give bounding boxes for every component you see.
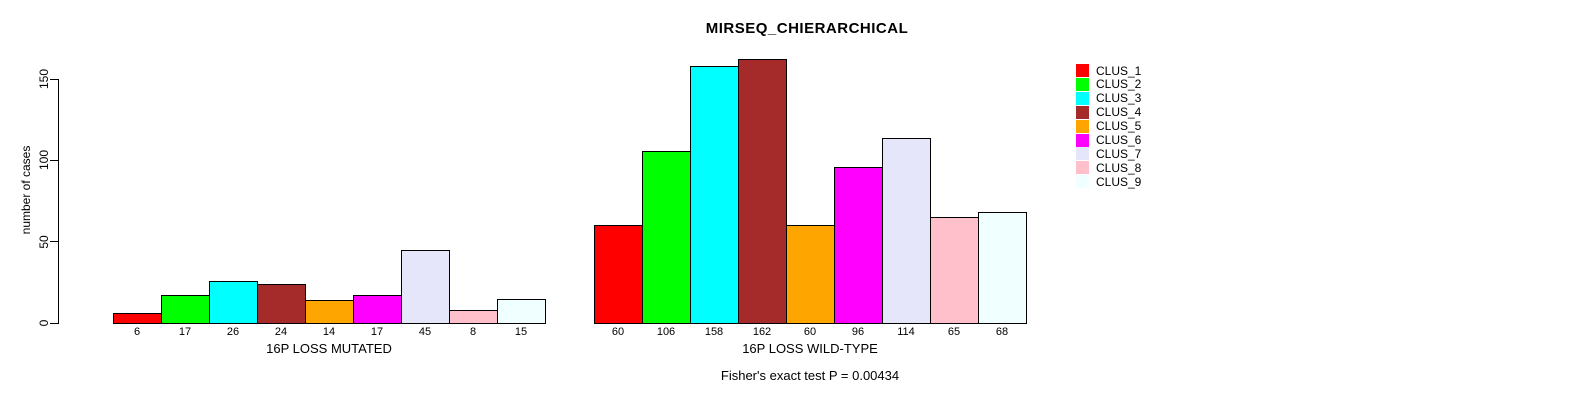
bar-value-label: 114 bbox=[897, 326, 915, 338]
legend-swatch-clus_8 bbox=[1076, 161, 1089, 175]
y-axis-line bbox=[58, 78, 59, 324]
legend-swatch-clus_6 bbox=[1076, 133, 1089, 147]
y-tick-mark bbox=[50, 159, 58, 161]
bar-value-label: 45 bbox=[418, 326, 432, 338]
bar-value-label: 60 bbox=[611, 326, 625, 338]
bar-value-label: 65 bbox=[947, 326, 961, 338]
bar-value-label: 26 bbox=[226, 326, 240, 338]
group-label-mutated: 16P LOSS MUTATED bbox=[266, 341, 392, 356]
bar-clus_6 bbox=[834, 167, 883, 324]
y-axis-label: number of cases bbox=[19, 145, 33, 235]
bar-value-label: 106 bbox=[656, 326, 676, 338]
bar-value-label: 8 bbox=[469, 326, 477, 338]
y-tick-mark bbox=[50, 78, 58, 80]
legend-label-clus_4: CLUS_4 bbox=[1096, 105, 1142, 120]
y-tick-mark bbox=[50, 241, 58, 243]
legend-label-clus_5: CLUS_5 bbox=[1096, 119, 1142, 134]
legend-swatch-clus_4 bbox=[1076, 105, 1089, 119]
legend-label-clus_3: CLUS_3 bbox=[1096, 91, 1142, 106]
bar-clus_1 bbox=[113, 313, 162, 324]
bar-clus_3 bbox=[209, 281, 258, 324]
bar-value-label: 162 bbox=[752, 326, 772, 338]
legend-swatch-clus_2 bbox=[1076, 77, 1089, 91]
legend-swatch-clus_1 bbox=[1076, 64, 1089, 77]
y-tick-label: 150 bbox=[37, 68, 51, 90]
bar-clus_8 bbox=[930, 217, 979, 324]
bar-clus_5 bbox=[786, 225, 835, 324]
legend-label-clus_7: CLUS_7 bbox=[1096, 146, 1142, 161]
chart-title: MIRSEQ_CHIERARCHICAL bbox=[705, 20, 909, 37]
bar-value-label: 6 bbox=[133, 326, 141, 338]
legend-label-clus_9: CLUS_9 bbox=[1096, 174, 1142, 189]
legend-swatch-clus_3 bbox=[1076, 91, 1089, 105]
bar-value-label: 60 bbox=[803, 326, 817, 338]
legend-label-clus_2: CLUS_2 bbox=[1096, 77, 1142, 92]
bar-value-label: 24 bbox=[274, 326, 288, 338]
y-tick-mark bbox=[50, 322, 58, 324]
y-tick-label: 50 bbox=[37, 234, 51, 249]
legend-swatch-clus_7 bbox=[1076, 147, 1089, 161]
bar-value-label: 15 bbox=[514, 326, 528, 338]
bar-value-label: 14 bbox=[322, 326, 336, 338]
bar-clus_1 bbox=[594, 225, 643, 324]
legend-label-clus_6: CLUS_6 bbox=[1096, 133, 1142, 147]
bar-clus_4 bbox=[257, 284, 306, 324]
bar-clus_7 bbox=[882, 138, 931, 324]
bar-clus_7 bbox=[401, 250, 450, 324]
bar-value-label: 17 bbox=[370, 326, 384, 338]
y-tick-label: 100 bbox=[37, 150, 51, 171]
bar-clus_2 bbox=[642, 151, 691, 324]
legend-label-clus_1: CLUS_1 bbox=[1096, 63, 1142, 78]
bar-clus_8 bbox=[449, 310, 498, 324]
bar-clus_9 bbox=[978, 212, 1027, 324]
bar-clus_4 bbox=[738, 59, 787, 324]
y-tick-label: 0 bbox=[37, 319, 51, 327]
bar-clus_3 bbox=[690, 66, 739, 324]
bar-clus_2 bbox=[161, 295, 210, 324]
bar-value-label: 96 bbox=[851, 326, 865, 338]
bar-clus_9 bbox=[497, 299, 546, 324]
fisher-test-annotation: Fisher's exact test P = 0.00434 bbox=[720, 368, 900, 383]
legend-swatch-clus_9 bbox=[1076, 175, 1089, 189]
bar-clus_6 bbox=[353, 295, 402, 324]
legend-label-clus_8: CLUS_8 bbox=[1096, 160, 1142, 175]
bar-clus_5 bbox=[305, 300, 354, 324]
bar-value-label: 68 bbox=[995, 326, 1009, 338]
legend-swatch-clus_5 bbox=[1076, 119, 1089, 133]
bar-value-label: 158 bbox=[704, 326, 724, 338]
bar-value-label: 17 bbox=[178, 326, 192, 338]
group-label-wildtype: 16P LOSS WILD-TYPE bbox=[742, 341, 878, 356]
